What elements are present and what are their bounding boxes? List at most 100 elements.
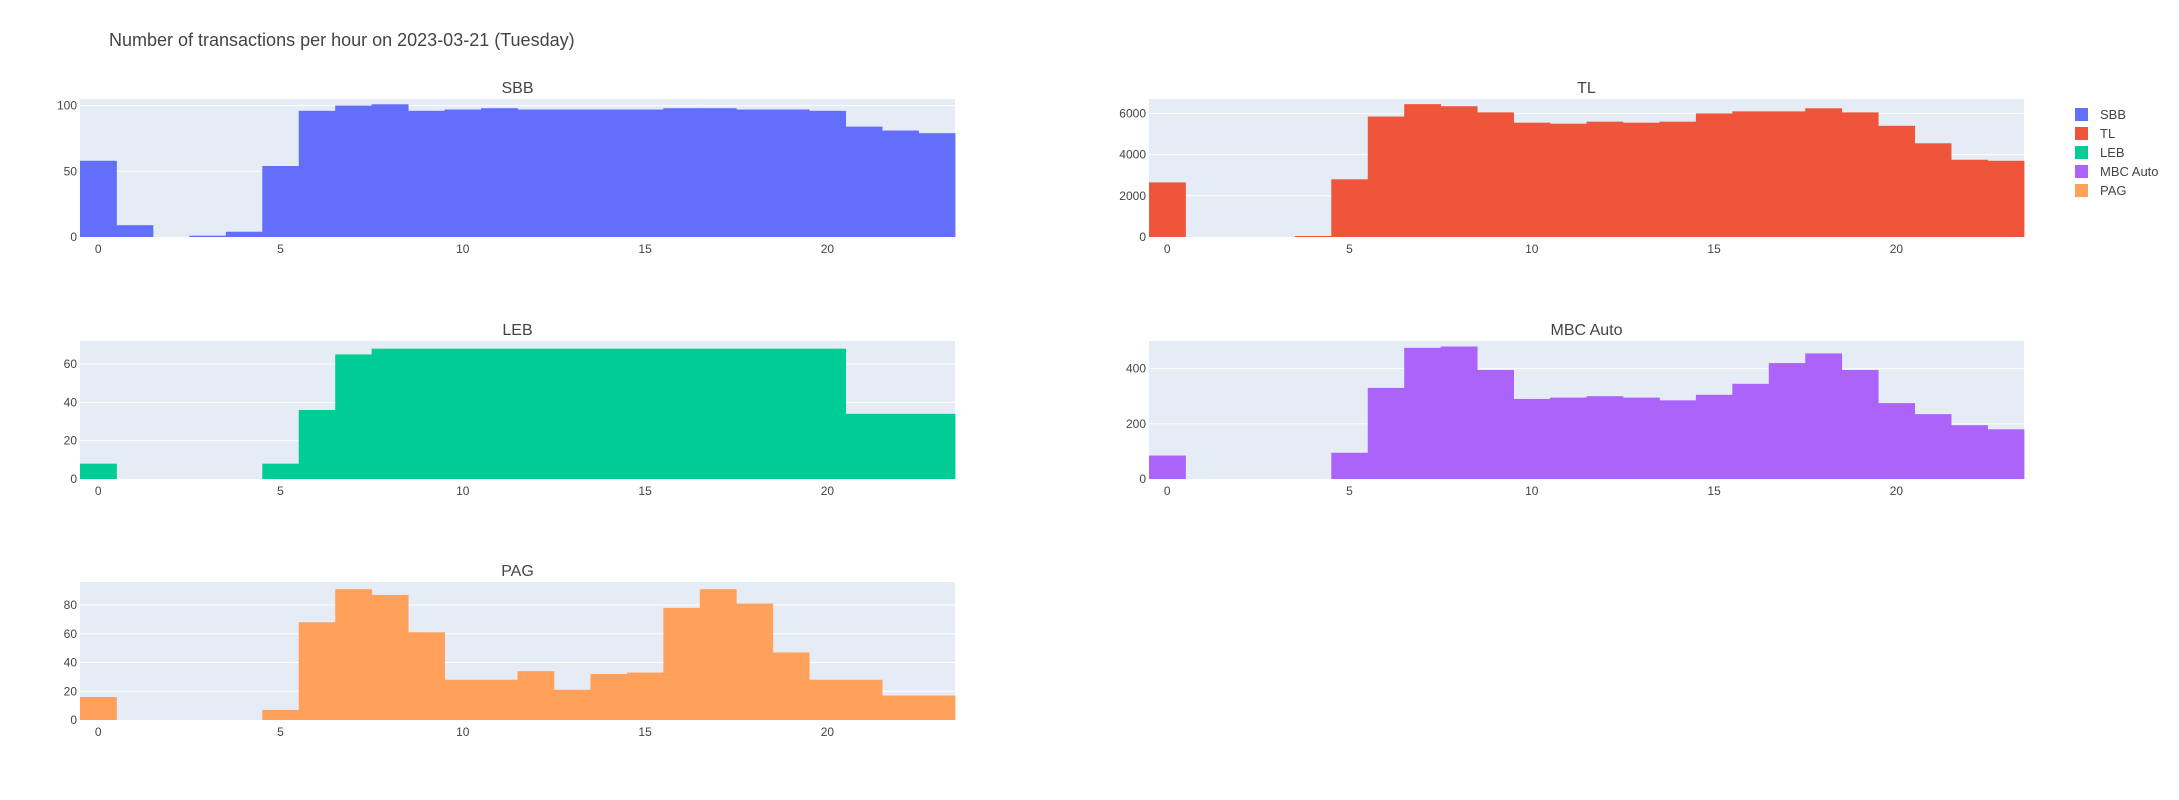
- bar-pag-10[interactable]: [444, 679, 482, 720]
- bar-tl-0[interactable]: [1149, 182, 1186, 237]
- bar-sbb-9[interactable]: [408, 110, 445, 237]
- bar-leb-21[interactable]: [845, 413, 883, 479]
- bar-pag-18[interactable]: [736, 603, 774, 720]
- bar-tl-4[interactable]: [1294, 235, 1332, 237]
- bar-mbc-auto-16[interactable]: [1732, 383, 1770, 479]
- bar-mbc-auto-21[interactable]: [1914, 414, 1952, 479]
- bar-tl-8[interactable]: [1440, 106, 1478, 237]
- bar-sbb-8[interactable]: [371, 104, 409, 237]
- bar-mbc-auto-9[interactable]: [1477, 369, 1514, 479]
- bar-mbc-auto-6[interactable]: [1367, 387, 1405, 479]
- legend-item-tl[interactable]: TL: [2075, 124, 2159, 143]
- bar-sbb-19[interactable]: [772, 109, 810, 237]
- bar-mbc-auto-13[interactable]: [1622, 397, 1660, 479]
- bar-tl-15[interactable]: [1695, 113, 1733, 237]
- bar-pag-0[interactable]: [80, 697, 117, 720]
- bar-pag-23[interactable]: [918, 695, 956, 720]
- bar-leb-19[interactable]: [772, 348, 810, 479]
- bar-mbc-auto-12[interactable]: [1586, 396, 1624, 479]
- bar-pag-7[interactable]: [335, 589, 373, 720]
- bar-pag-14[interactable]: [590, 674, 628, 720]
- bar-leb-0[interactable]: [80, 463, 117, 479]
- bar-sbb-18[interactable]: [736, 109, 774, 237]
- legend-item-leb[interactable]: LEB: [2075, 143, 2159, 162]
- bar-mbc-auto-7[interactable]: [1404, 347, 1442, 479]
- bar-tl-16[interactable]: [1732, 111, 1770, 237]
- bar-leb-14[interactable]: [590, 348, 628, 479]
- bar-mbc-auto-10[interactable]: [1513, 398, 1551, 479]
- bar-sbb-22[interactable]: [882, 130, 919, 237]
- bar-pag-21[interactable]: [845, 679, 883, 720]
- bar-tl-11[interactable]: [1550, 123, 1587, 237]
- bar-pag-8[interactable]: [371, 594, 409, 720]
- bar-sbb-5[interactable]: [262, 166, 300, 237]
- bar-leb-22[interactable]: [882, 413, 919, 479]
- bar-leb-10[interactable]: [444, 348, 482, 479]
- bar-mbc-auto-5[interactable]: [1331, 452, 1369, 479]
- bar-sbb-23[interactable]: [918, 133, 956, 237]
- bar-mbc-auto-23[interactable]: [1987, 429, 2025, 479]
- bar-pag-9[interactable]: [408, 632, 445, 720]
- bar-sbb-3[interactable]: [189, 235, 227, 237]
- bar-mbc-auto-19[interactable]: [1841, 369, 1879, 479]
- bar-leb-12[interactable]: [517, 348, 555, 479]
- bar-pag-19[interactable]: [772, 652, 810, 720]
- bar-tl-22[interactable]: [1951, 159, 1988, 237]
- bar-tl-17[interactable]: [1768, 111, 1806, 237]
- bar-leb-11[interactable]: [481, 348, 518, 479]
- bar-sbb-17[interactable]: [699, 108, 737, 237]
- bar-leb-9[interactable]: [408, 348, 445, 479]
- bar-pag-13[interactable]: [553, 689, 591, 720]
- bar-tl-14[interactable]: [1659, 121, 1697, 237]
- bar-leb-7[interactable]: [335, 354, 373, 479]
- bar-pag-16[interactable]: [663, 607, 701, 720]
- legend-item-sbb[interactable]: SBB: [2075, 105, 2159, 124]
- bar-sbb-6[interactable]: [298, 110, 336, 237]
- bar-tl-21[interactable]: [1914, 143, 1952, 237]
- bar-leb-6[interactable]: [298, 410, 336, 479]
- bar-tl-20[interactable]: [1878, 125, 1916, 237]
- bar-mbc-auto-20[interactable]: [1878, 403, 1916, 479]
- bar-tl-12[interactable]: [1586, 121, 1624, 237]
- bar-pag-6[interactable]: [298, 622, 336, 720]
- bar-sbb-11[interactable]: [481, 108, 518, 237]
- bar-mbc-auto-22[interactable]: [1951, 425, 1988, 479]
- bar-sbb-21[interactable]: [845, 126, 883, 237]
- bar-pag-5[interactable]: [262, 709, 300, 720]
- bar-pag-15[interactable]: [626, 672, 664, 720]
- bar-sbb-16[interactable]: [663, 108, 701, 237]
- bar-tl-19[interactable]: [1841, 112, 1879, 237]
- bar-tl-18[interactable]: [1805, 108, 1843, 238]
- bar-leb-15[interactable]: [626, 348, 664, 479]
- bar-leb-17[interactable]: [699, 348, 737, 479]
- bar-sbb-0[interactable]: [80, 160, 117, 237]
- bar-tl-6[interactable]: [1367, 116, 1405, 237]
- bar-sbb-10[interactable]: [444, 109, 482, 237]
- bar-mbc-auto-18[interactable]: [1805, 353, 1843, 479]
- bar-sbb-7[interactable]: [335, 105, 373, 237]
- bar-sbb-14[interactable]: [590, 109, 628, 237]
- bar-leb-13[interactable]: [553, 348, 591, 479]
- bar-tl-7[interactable]: [1404, 104, 1442, 237]
- bar-sbb-4[interactable]: [225, 231, 263, 237]
- bar-leb-18[interactable]: [736, 348, 774, 479]
- bar-sbb-1[interactable]: [116, 225, 154, 237]
- bar-leb-16[interactable]: [663, 348, 701, 479]
- bar-mbc-auto-17[interactable]: [1768, 363, 1806, 479]
- bar-tl-9[interactable]: [1477, 112, 1514, 237]
- bar-pag-22[interactable]: [882, 695, 919, 720]
- bar-leb-23[interactable]: [918, 413, 956, 479]
- bar-sbb-13[interactable]: [553, 109, 591, 237]
- bar-tl-5[interactable]: [1331, 179, 1369, 237]
- bar-pag-11[interactable]: [481, 679, 518, 720]
- bar-leb-8[interactable]: [371, 348, 409, 479]
- bar-pag-17[interactable]: [699, 589, 737, 720]
- bar-mbc-auto-0[interactable]: [1149, 455, 1186, 479]
- bar-tl-23[interactable]: [1987, 160, 2025, 237]
- bar-pag-12[interactable]: [517, 671, 555, 720]
- bar-mbc-auto-14[interactable]: [1659, 400, 1697, 479]
- legend-item-pag[interactable]: PAG: [2075, 181, 2159, 200]
- bar-tl-13[interactable]: [1622, 122, 1660, 237]
- bar-mbc-auto-8[interactable]: [1440, 346, 1478, 479]
- bar-sbb-12[interactable]: [517, 109, 555, 237]
